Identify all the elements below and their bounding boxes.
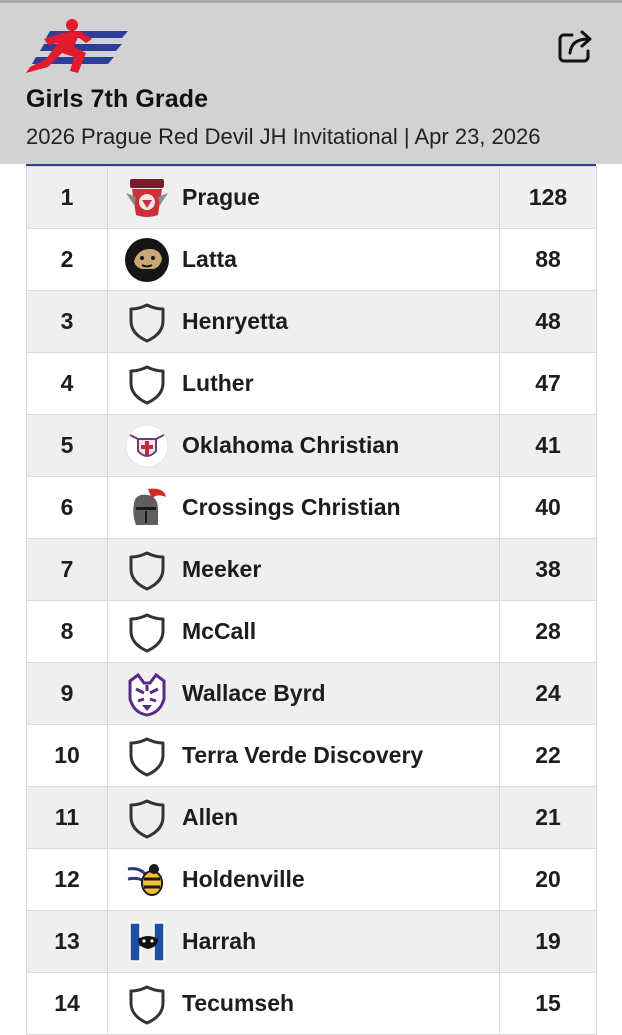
team-name[interactable]: McCall [182,618,257,644]
table-row[interactable]: 1 Prague 128 [26,166,597,229]
table-row[interactable]: 9 Wallace Byrd 24 [26,662,597,725]
shield-icon [124,299,170,345]
page-title: Girls 7th Grade [26,85,209,113]
shield-icon [124,733,170,779]
table-row[interactable]: 10 Terra Verde Discovery 22 [26,724,597,787]
table-row[interactable]: 13 Harrah 19 [26,910,597,973]
team-name[interactable]: Oklahoma Christian [182,432,400,458]
points-cell: 28 [499,600,597,663]
points-cell: 24 [499,662,597,725]
team-name[interactable]: Wallace Byrd [182,680,326,706]
team-cell: Meeker [107,538,500,601]
team-cell: Terra Verde Discovery [107,724,500,787]
team-cell: Oklahoma Christian [107,414,500,477]
place-cell: 1 [26,166,108,229]
team-cell: Latta [107,228,500,291]
h-panther-logo-icon [124,919,170,965]
table-row[interactable]: 6 Crossings Christian 40 [26,476,597,539]
page-header: Girls 7th Grade 2026 Prague Red Devil JH… [0,0,622,164]
meet-subtitle: 2026 Prague Red Devil JH Invitational | … [26,124,541,149]
place-cell: 3 [26,290,108,353]
prague-logo-icon [124,175,170,221]
points-cell: 41 [499,414,597,477]
wasp-logo-icon [124,857,170,903]
team-name[interactable]: Latta [182,246,237,272]
table-row[interactable]: 5 Oklahoma Christian 41 [26,414,597,477]
points-cell: 21 [499,786,597,849]
team-cell: McCall [107,600,500,663]
shield-icon [124,361,170,407]
knight-helmet-logo-icon [124,485,170,531]
team-name[interactable]: Harrah [182,928,257,954]
team-name[interactable]: Luther [182,370,254,396]
place-cell: 12 [26,848,108,911]
team-cell: Luther [107,352,500,415]
panther-logo-icon [124,237,170,283]
points-cell: 47 [499,352,597,415]
table-row[interactable]: 3 Henryetta 48 [26,290,597,353]
team-name[interactable]: Holdenville [182,866,305,892]
results-body: 1 Prague 128 2 Latta 88 3 Henryetta 48 4 Luther 47 5… [26,166,597,1035]
points-cell: 48 [499,290,597,353]
points-cell: 40 [499,476,597,539]
place-cell: 8 [26,600,108,663]
place-cell: 11 [26,786,108,849]
team-cell: Prague [107,166,500,229]
running-athlete-logo-icon [22,17,130,75]
table-row[interactable]: 14 Tecumseh 15 [26,972,597,1035]
place-cell: 13 [26,910,108,973]
points-cell: 22 [499,724,597,787]
table-row[interactable]: 11 Allen 21 [26,786,597,849]
points-cell: 38 [499,538,597,601]
tiger-logo-icon [124,671,170,717]
team-cell: Allen [107,786,500,849]
team-name[interactable]: Tecumseh [182,990,295,1016]
points-cell: 20 [499,848,597,911]
team-cell: Holdenville [107,848,500,911]
team-name[interactable]: Allen [182,804,239,830]
team-name[interactable]: Terra Verde Discovery [182,742,424,768]
place-cell: 4 [26,352,108,415]
team-cell: Tecumseh [107,972,500,1035]
team-name[interactable]: Meeker [182,556,262,582]
team-name[interactable]: Prague [182,184,260,210]
team-cell: Henryetta [107,290,500,353]
points-cell: 19 [499,910,597,973]
place-cell: 14 [26,972,108,1035]
team-cell: Harrah [107,910,500,973]
points-cell: 88 [499,228,597,291]
team-name[interactable]: Crossings Christian [182,494,401,520]
place-cell: 5 [26,414,108,477]
shield-icon [124,547,170,593]
team-name[interactable]: Henryetta [182,308,289,334]
place-cell: 6 [26,476,108,539]
team-scores-table: 1 Prague 128 2 Latta 88 3 Henryetta 48 4 Luther 47 5… [26,164,597,1035]
team-cell: Wallace Byrd [107,662,500,725]
shield-icon [124,609,170,655]
place-cell: 2 [26,228,108,291]
team-cell: Crossings Christian [107,476,500,539]
shield-icon [124,981,170,1027]
share-icon[interactable] [556,27,596,65]
crusader-logo-icon [124,423,170,469]
place-cell: 9 [26,662,108,725]
place-cell: 10 [26,724,108,787]
shield-icon [124,795,170,841]
place-cell: 7 [26,538,108,601]
table-row[interactable]: 7 Meeker 38 [26,538,597,601]
points-cell: 128 [499,166,597,229]
table-row[interactable]: 2 Latta 88 [26,228,597,291]
table-row[interactable]: 8 McCall 28 [26,600,597,663]
table-row[interactable]: 12 Holdenville 20 [26,848,597,911]
table-row[interactable]: 4 Luther 47 [26,352,597,415]
points-cell: 15 [499,972,597,1035]
